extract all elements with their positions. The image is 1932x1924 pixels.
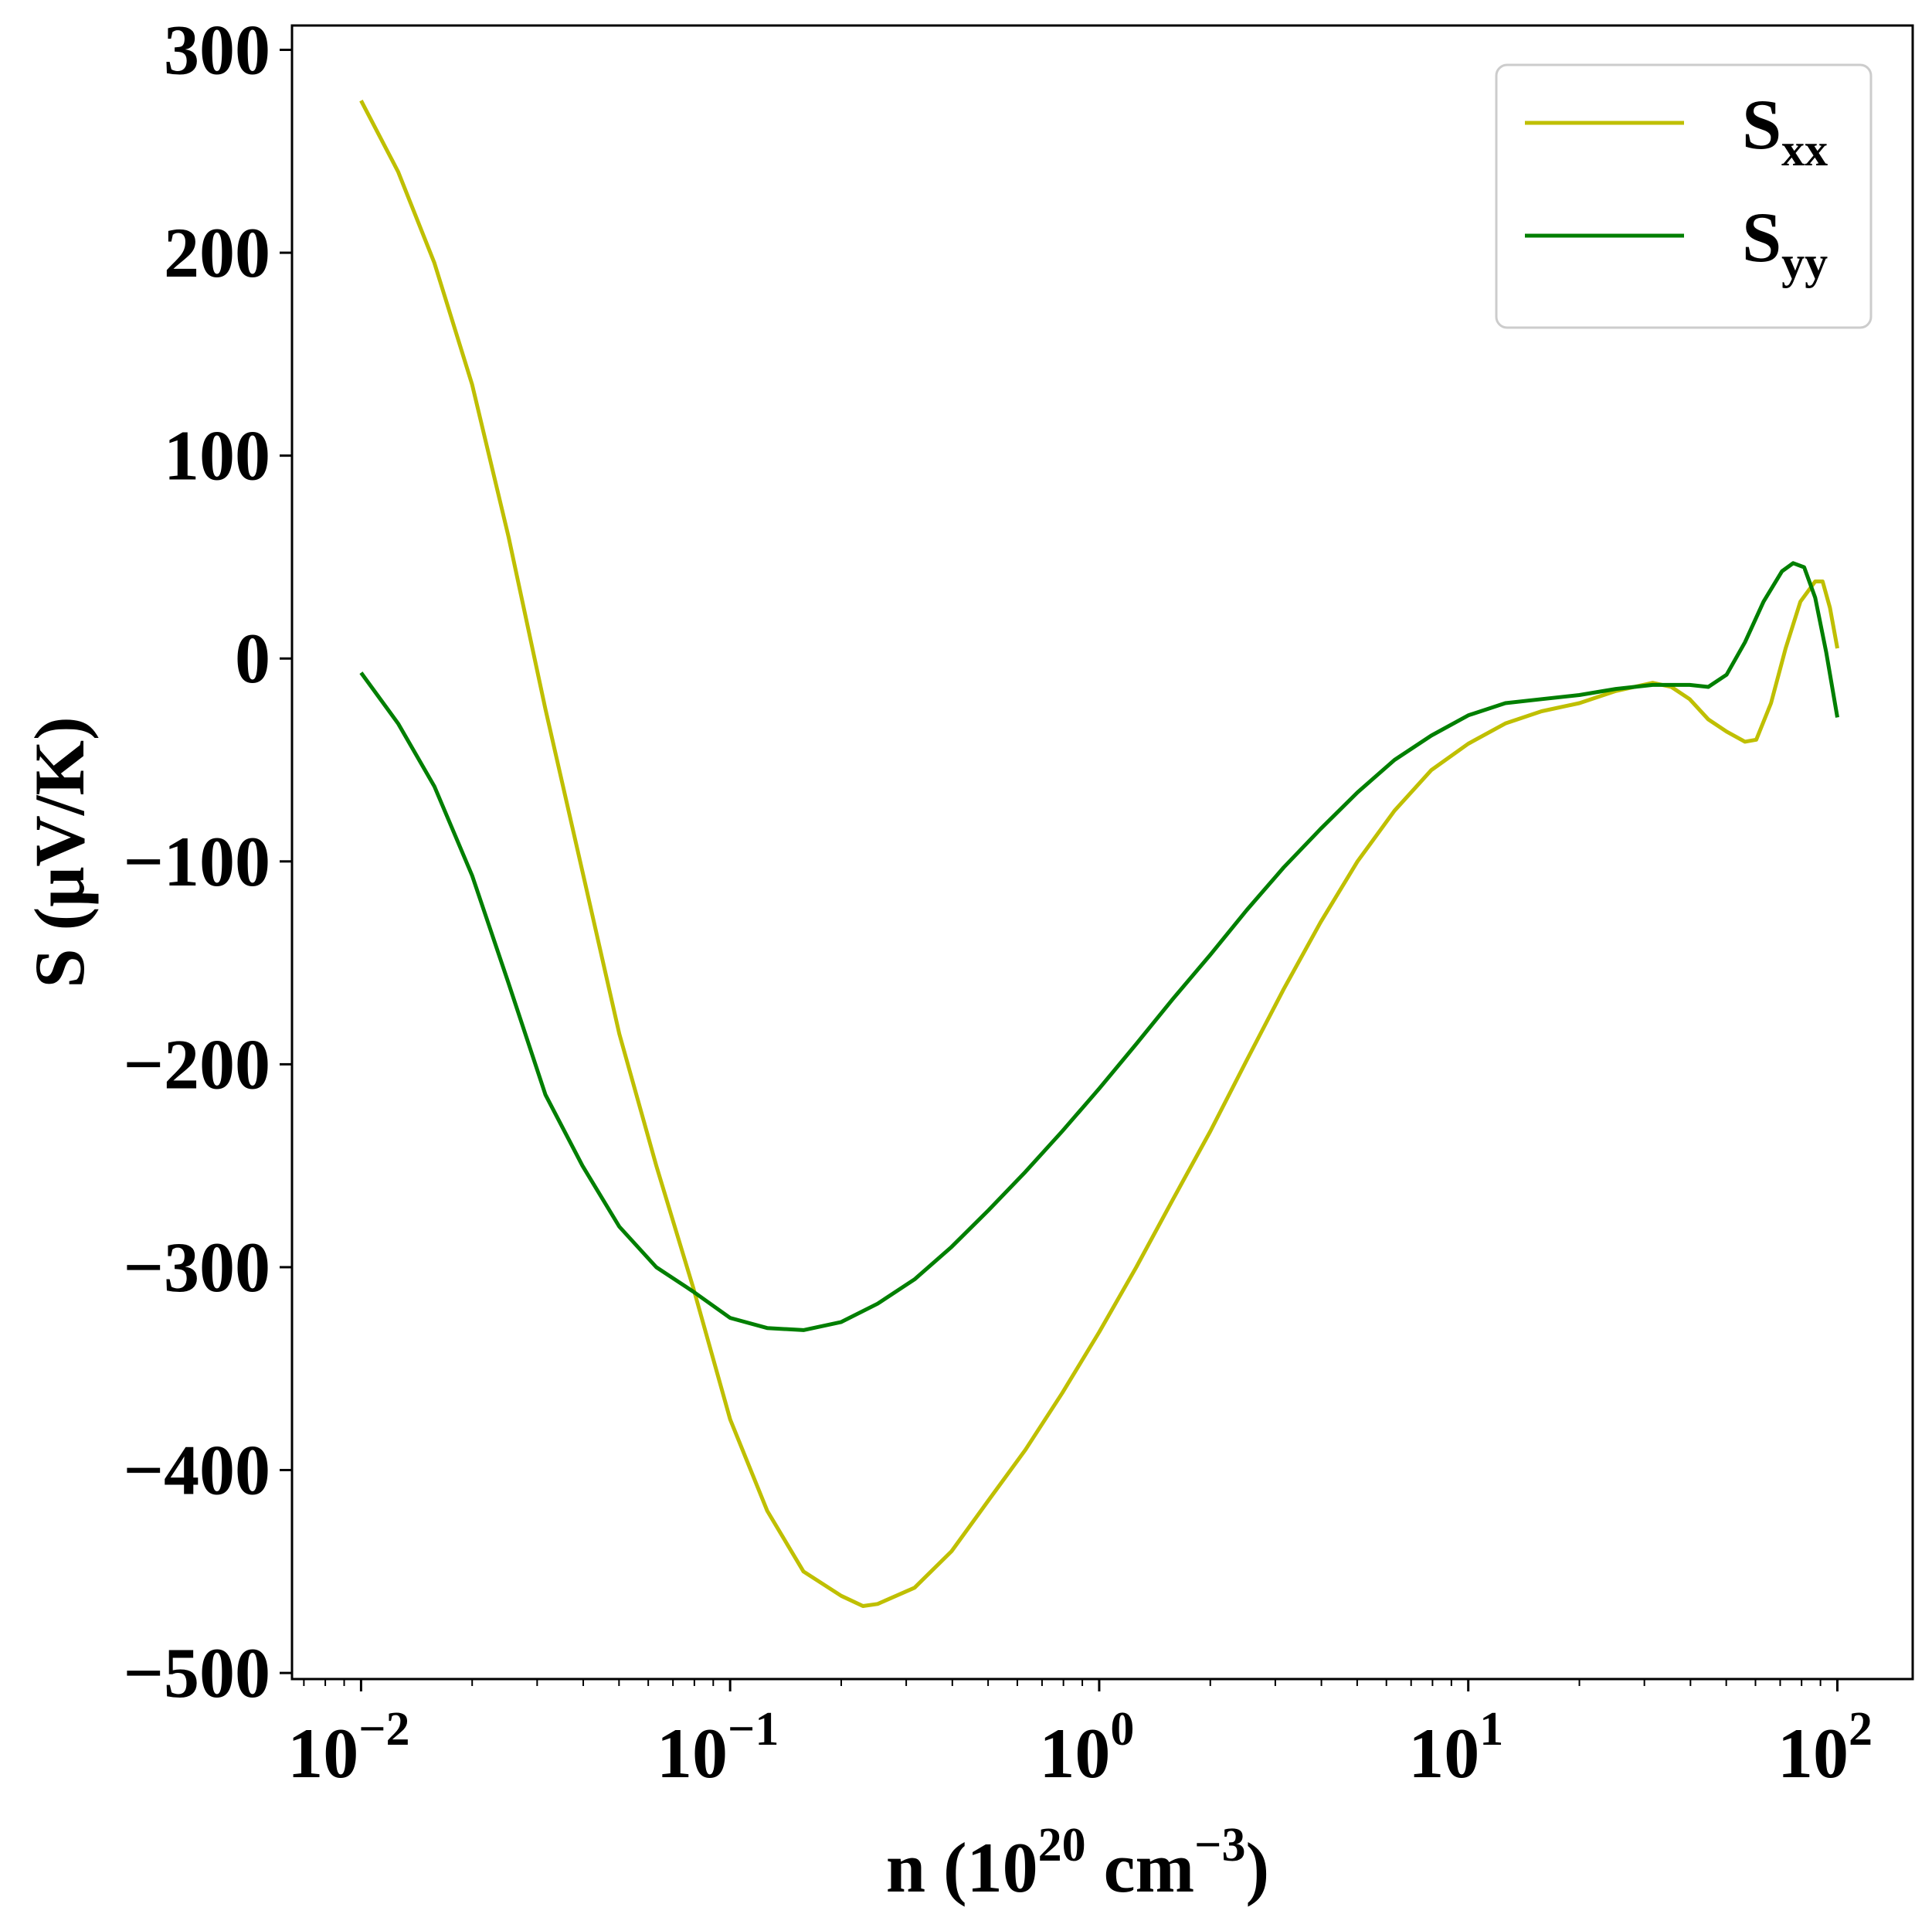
y-tick-label: −200 <box>124 1025 270 1103</box>
x-axis-title: n (1020 cm−3) <box>886 1819 1269 1907</box>
y-tick-label: 0 <box>235 619 270 698</box>
legend: Sxx Syy <box>1495 63 1873 329</box>
x-tick-label: 10−2 <box>287 1703 409 1793</box>
y-tick-label: 200 <box>164 213 270 292</box>
y-tick-label: 300 <box>164 11 270 90</box>
y-tick-label: 100 <box>164 416 270 495</box>
y-tick-label: −300 <box>124 1228 270 1307</box>
x-axis: 10−2 10−1 100 101 102 <box>287 1679 1873 1793</box>
x-tick-label: 10−1 <box>657 1703 779 1793</box>
x-tick-label: 100 <box>1039 1703 1134 1793</box>
series-line-yy <box>359 561 1839 1332</box>
series-layer <box>359 100 1839 1608</box>
x-tick-label: 102 <box>1778 1703 1873 1793</box>
x-tick-label: 101 <box>1408 1703 1503 1793</box>
y-tick-label: −400 <box>124 1431 270 1510</box>
y-tick-label: −100 <box>124 822 270 901</box>
legend-label-syy: Syy <box>1742 198 1828 288</box>
y-tick-label: −500 <box>124 1633 270 1712</box>
plot-frame <box>290 24 1914 1681</box>
legend-label-sxx: Sxx <box>1742 85 1828 175</box>
series-line-xx <box>359 100 1839 1608</box>
y-axis-title: S (μV/K) <box>20 716 99 987</box>
y-axis: 300 200 100 0 −100 −200 −300 −400 −500 <box>124 11 292 1712</box>
legend-box <box>1495 63 1873 329</box>
